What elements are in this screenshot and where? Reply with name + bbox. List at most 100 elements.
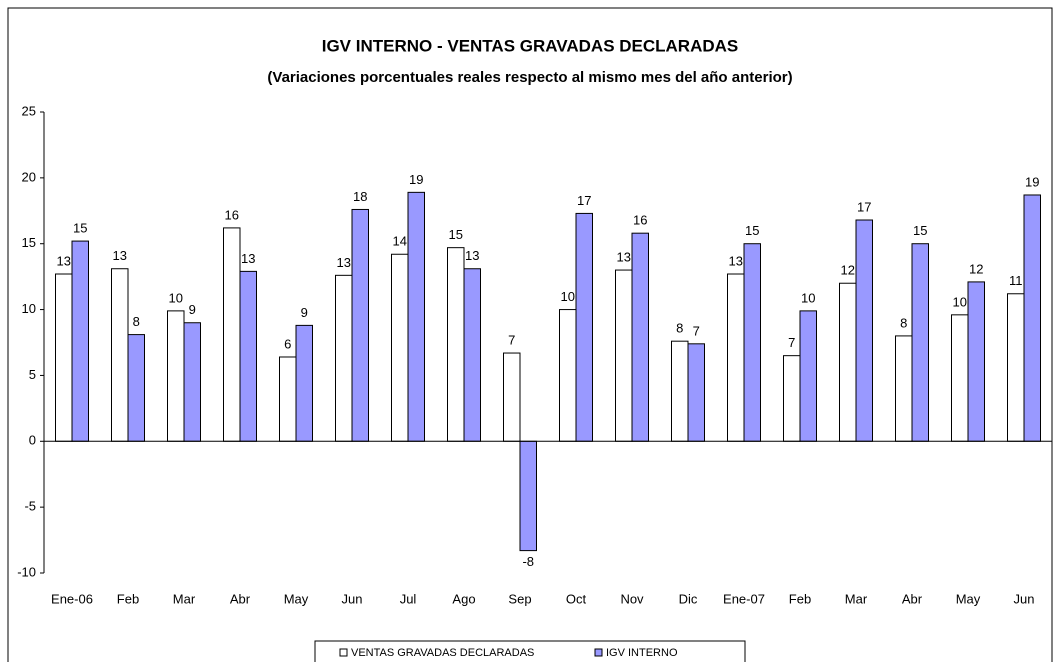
bar xyxy=(1023,194,1041,442)
data-label: 16 xyxy=(633,213,647,228)
bar xyxy=(783,355,801,442)
y-tick-label: -5 xyxy=(24,499,36,514)
bar xyxy=(111,268,129,442)
bar xyxy=(911,243,929,442)
bar xyxy=(503,352,521,442)
data-label: 19 xyxy=(1025,174,1039,189)
x-tick-label: Sep xyxy=(508,591,531,606)
data-label: 19 xyxy=(409,172,423,187)
bar xyxy=(631,232,649,442)
bar xyxy=(727,273,745,442)
bar xyxy=(295,324,313,442)
bar xyxy=(743,243,761,442)
x-tick-label: Oct xyxy=(566,591,587,606)
bar xyxy=(559,309,577,442)
bar xyxy=(127,334,145,442)
data-label: 13 xyxy=(729,253,743,268)
x-tick-label: May xyxy=(284,591,309,606)
data-label: 13 xyxy=(57,253,71,268)
x-tick-label: Mar xyxy=(845,591,868,606)
data-label: 10 xyxy=(561,289,575,304)
data-label: 15 xyxy=(745,223,759,238)
chart-subtitle: (Variaciones porcentuales reales respect… xyxy=(267,69,792,86)
data-label: 10 xyxy=(801,290,815,305)
data-label: 15 xyxy=(449,227,463,242)
legend xyxy=(314,640,746,662)
data-label: 8 xyxy=(676,321,683,336)
bar xyxy=(351,208,369,442)
y-tick-label: 25 xyxy=(22,103,36,118)
data-label: 7 xyxy=(693,323,700,338)
data-label: 13 xyxy=(465,248,479,263)
data-label: 11 xyxy=(1009,273,1023,288)
data-label: 10 xyxy=(169,290,183,305)
bar xyxy=(167,310,185,442)
x-tick-label: Mar xyxy=(173,591,196,606)
legend-swatch xyxy=(339,648,348,657)
x-tick-label: Abr xyxy=(902,591,923,606)
x-tick-label: Jul xyxy=(400,591,417,606)
bar xyxy=(407,191,425,442)
x-tick-label: May xyxy=(956,591,981,606)
bar xyxy=(687,343,705,442)
data-label: 6 xyxy=(284,336,291,351)
bar xyxy=(55,273,73,442)
data-label: 13 xyxy=(113,248,127,263)
bar xyxy=(895,335,913,442)
bar xyxy=(967,281,985,442)
y-tick-label: 15 xyxy=(22,235,36,250)
x-tick-label: Ene-07 xyxy=(723,591,765,606)
y-tick-label: 5 xyxy=(29,367,36,382)
legend-label: IGV INTERNO xyxy=(606,647,678,659)
bar xyxy=(391,253,409,442)
data-label: 13 xyxy=(337,255,351,270)
x-tick-label: Feb xyxy=(117,591,139,606)
bar xyxy=(335,274,353,442)
bar xyxy=(519,440,537,552)
x-tick-label: Jun xyxy=(342,591,363,606)
data-label: 14 xyxy=(393,234,407,249)
bar xyxy=(951,314,969,442)
data-label: 15 xyxy=(73,221,87,236)
x-tick-label: Ago xyxy=(452,591,475,606)
x-tick-label: Feb xyxy=(789,591,811,606)
bar xyxy=(839,282,857,442)
y-tick-label: 10 xyxy=(22,301,36,316)
x-tick-label: Abr xyxy=(230,591,251,606)
x-tick-label: Nov xyxy=(620,591,644,606)
data-label: 7 xyxy=(508,332,515,347)
data-label: 7 xyxy=(788,335,795,350)
x-tick-label: Ene-06 xyxy=(51,591,93,606)
data-label: 15 xyxy=(913,223,927,238)
data-label: 12 xyxy=(969,261,983,276)
chart-title: IGV INTERNO - VENTAS GRAVADAS DECLARADAS xyxy=(322,36,739,55)
bar xyxy=(799,310,817,442)
bar xyxy=(575,212,593,442)
data-label: 8 xyxy=(133,314,140,329)
bar xyxy=(671,340,689,442)
data-label: 9 xyxy=(189,302,196,317)
data-label: 13 xyxy=(241,251,255,266)
y-tick-label: -10 xyxy=(17,564,36,579)
data-label: 9 xyxy=(301,305,308,320)
data-label: 13 xyxy=(617,249,631,264)
data-label: 18 xyxy=(353,189,367,204)
bar xyxy=(71,240,89,442)
y-tick-label: 0 xyxy=(29,433,36,448)
bar xyxy=(183,322,201,442)
legend-swatch xyxy=(594,648,603,657)
bar xyxy=(615,269,633,442)
bar xyxy=(223,227,241,442)
data-label: 8 xyxy=(900,315,907,330)
bar xyxy=(1007,293,1025,442)
bar xyxy=(463,268,481,442)
bar xyxy=(855,219,873,442)
bar xyxy=(239,270,257,442)
data-label: -8 xyxy=(522,554,534,569)
data-label: 17 xyxy=(577,193,591,208)
data-label: 12 xyxy=(841,263,855,278)
data-label: 10 xyxy=(953,294,967,309)
legend-label: VENTAS GRAVADAS DECLARADAS xyxy=(351,647,534,659)
y-tick-label: 20 xyxy=(22,169,36,184)
